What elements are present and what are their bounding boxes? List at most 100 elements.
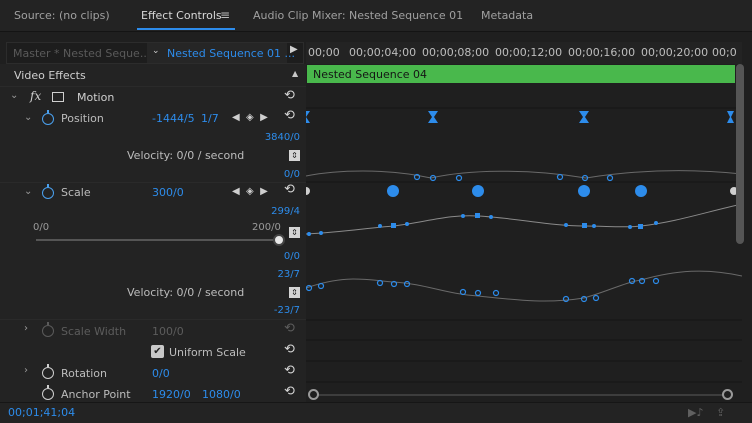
stopwatch-icon (42, 322, 54, 337)
position-label: Position (61, 112, 104, 125)
keyframe-navigator[interactable]: ◀ ◈ ▶ (232, 112, 268, 123)
reset-icon[interactable]: ⟲ (284, 108, 295, 123)
scale-velocity-max: 23/7 (277, 269, 300, 280)
chevron-down-icon: ⌄ (152, 46, 160, 56)
zoom-scrollbar-right-handle[interactable] (722, 389, 733, 400)
tab-metadata[interactable]: Metadata (481, 9, 534, 22)
twirl-down-icon[interactable]: ⌄ (24, 186, 33, 197)
twirl-down-icon[interactable]: ⌄ (10, 90, 19, 101)
keyframe-graph[interactable] (306, 42, 742, 402)
ruler-tick-label: 00;0 (712, 46, 737, 59)
play-only-audio-icon[interactable]: ▶ (290, 44, 298, 55)
anchor-point-y-value[interactable]: 1080/0 (202, 388, 241, 401)
rotation-value[interactable]: 0/0 (152, 367, 170, 380)
stopwatch-icon[interactable] (42, 364, 54, 379)
scroll-up-icon[interactable]: ▲ (292, 69, 299, 78)
fx-toggle-icon[interactable]: fx (30, 89, 42, 103)
keyframe-marker (635, 185, 647, 197)
sequence-clip-name: Nested Sequence 01 ... (167, 47, 296, 60)
divider (0, 319, 306, 320)
ruler-tick-label: 00;00;20;00 (641, 46, 709, 59)
twirl-down-icon[interactable]: ⌄ (24, 112, 33, 123)
export-icon[interactable]: ⇪ (716, 406, 726, 419)
scale-width-row: › Scale Width 100/0 ⟲ (0, 320, 306, 340)
motion-label: Motion (77, 91, 115, 104)
position-y-value[interactable]: 1/7 (201, 112, 219, 125)
position-graph-min: 0/0 (283, 169, 300, 180)
rotation-row: › Rotation 0/0 ⟲ (0, 362, 306, 382)
zoom-scrollbar-track[interactable] (312, 394, 728, 396)
scale-graph-min: 0/0 (283, 251, 300, 262)
keyframe-marker (578, 185, 590, 197)
graph-toggle-icon[interactable]: ⇕ (289, 287, 300, 298)
reset-icon[interactable]: ⟲ (284, 384, 295, 399)
twirl-right-icon[interactable]: › (24, 365, 28, 376)
position-velocity-curve (306, 170, 742, 179)
tab-effect-controls[interactable]: Effect Controls (141, 9, 222, 22)
ruler-tick-label: 00;00;16;00 (568, 46, 636, 59)
stopwatch-icon[interactable] (42, 110, 54, 125)
keyframe-marker (306, 187, 310, 195)
ruler-tick-label: 00;00;08;00 (422, 46, 490, 59)
divider (0, 86, 306, 87)
divider (0, 182, 306, 183)
reset-icon[interactable]: ⟲ (284, 182, 295, 197)
reset-icon[interactable]: ⟲ (284, 363, 295, 378)
master-clip-tab[interactable]: Master * Nested Seque... (13, 47, 151, 60)
scale-velocity-handles (306, 277, 660, 303)
scale-value[interactable]: 300/0 (152, 186, 184, 199)
reset-icon: ⟲ (284, 321, 295, 336)
motion-row: ⌄ fx Motion ⟲ (0, 86, 306, 108)
reset-icon[interactable]: ⟲ (284, 342, 295, 357)
keyframe-marker (727, 111, 734, 123)
video-effects-header: Video Effects ▲ (0, 64, 306, 84)
slider-max: 200/0 (252, 222, 281, 233)
current-timecode[interactable]: 00;01;41;04 (8, 406, 76, 419)
section-header: Video Effects (14, 69, 86, 82)
stopwatch-icon[interactable] (42, 184, 54, 199)
panel-menu-icon[interactable]: ≡ (220, 8, 231, 22)
stopwatch-icon[interactable] (42, 385, 54, 400)
rotation-label: Rotation (61, 367, 108, 380)
keyframe-marker (472, 185, 484, 197)
play-audio-icon[interactable]: ▶♪ (688, 406, 704, 419)
scale-label: Scale (61, 186, 91, 199)
scale-keyframes (306, 185, 738, 197)
zoom-scrollbar-left-handle[interactable] (308, 389, 319, 400)
graph-toggle-icon[interactable]: ⇕ (289, 150, 300, 161)
position-velocity: Velocity: 0/0 / second (127, 149, 245, 162)
time-ruler[interactable]: 00;00 00;00;04;00 00;00;08;00 00;00;12;0… (306, 42, 742, 64)
keyframe-marker (579, 111, 589, 123)
ruler-tick-label: 00;00;12;00 (495, 46, 563, 59)
scale-slider-track[interactable] (36, 239, 279, 241)
uniform-scale-checkbox[interactable]: ✔ (151, 345, 164, 358)
keyframe-timeline[interactable]: 00;00 00;00;04;00 00;00;08;00 00;00;12;0… (306, 42, 742, 402)
scale-width-label: Scale Width (61, 325, 127, 338)
position-x-value[interactable]: -1444/5 (152, 112, 195, 125)
keyframe-marker (387, 185, 399, 197)
keyframe-marker (428, 111, 438, 123)
scale-value-curve (306, 203, 742, 235)
position-row: ⌄ Position -1444/5 1/7 ◀ ◈ ▶ ⟲ (0, 108, 306, 128)
tab-audio-clip-mixer[interactable]: Audio Clip Mixer: Nested Sequence 01 (253, 9, 464, 22)
sequence-clip-dropdown[interactable]: ⌄ Nested Sequence 01 ... (147, 43, 295, 63)
tab-source[interactable]: Source: (no clips) (14, 9, 110, 22)
anchor-point-label: Anchor Point (61, 388, 131, 401)
position-keyframes (306, 111, 734, 123)
uniform-scale-label: Uniform Scale (169, 346, 246, 359)
slider-min: 0/0 (33, 222, 50, 233)
panel-tab-bar: Source: (no clips) Effect Controls ≡ Aud… (0, 0, 752, 32)
keyframe-navigator[interactable]: ◀ ◈ ▶ (232, 186, 268, 197)
clip-bar[interactable]: Nested Sequence 04 (307, 65, 735, 83)
graph-toggle-icon[interactable]: ⇕ (289, 227, 300, 238)
twirl-right-icon[interactable]: › (24, 323, 28, 334)
sequence-selector: Master * Nested Seque... ⌄ Nested Sequen… (6, 42, 304, 64)
reset-icon[interactable]: ⟲ (284, 88, 295, 103)
transform-box-icon[interactable] (52, 92, 64, 102)
anchor-point-row: Anchor Point 1920/0 1080/0 ⟲ (0, 383, 306, 403)
anchor-point-x-value[interactable]: 1920/0 (152, 388, 191, 401)
scale-slider-knob[interactable] (273, 234, 285, 246)
scale-velocity-curve (306, 270, 742, 302)
active-tab-underline (137, 28, 235, 30)
vertical-scrollbar[interactable] (736, 64, 744, 244)
